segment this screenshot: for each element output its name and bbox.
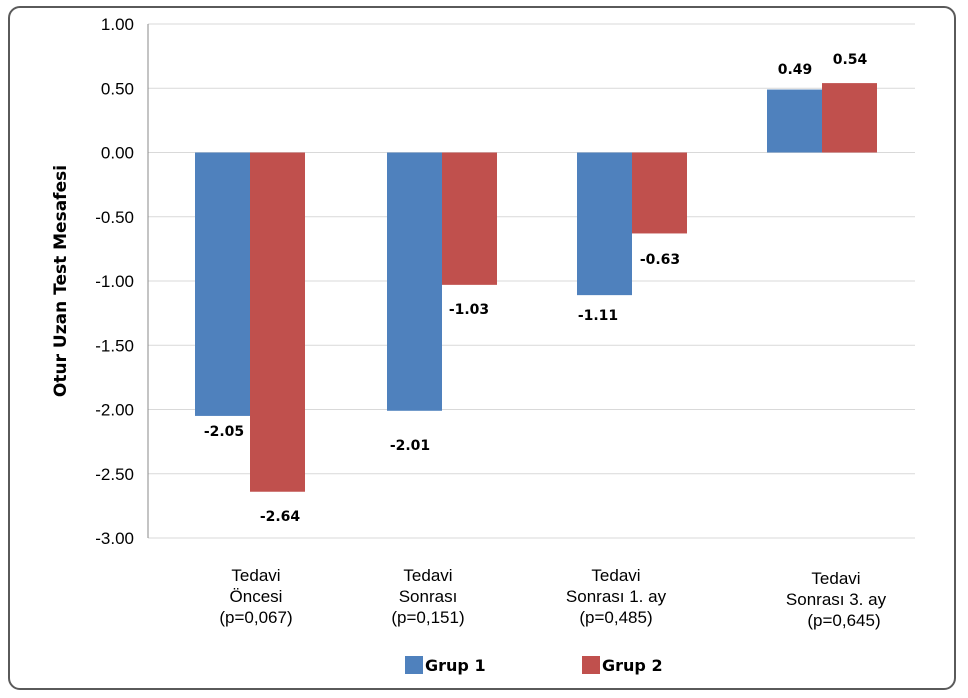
data-label: -1.11 (578, 308, 618, 324)
bar-1-2 (387, 152, 442, 411)
y-axis-label: Otur Uzan Test Mesafesi (51, 165, 71, 397)
bar-1-4 (767, 89, 822, 153)
category-label: Sonrası 1. ay (566, 587, 667, 606)
data-label: -0.63 (640, 252, 680, 268)
category-label: (p=0,645) (807, 611, 880, 630)
data-label: 0.54 (833, 52, 868, 68)
bar-2-4 (822, 83, 877, 153)
bar-2-2 (442, 152, 497, 285)
category-label: (p=0,485) (579, 608, 652, 627)
legend-label: Grup 2 (602, 656, 663, 675)
data-label: 0.49 (778, 62, 813, 78)
category-label: (p=0,151) (391, 608, 464, 627)
category-label: Tedavi (811, 569, 860, 588)
y-tick-label: -2.50 (95, 465, 134, 484)
category-label: Tedavi (231, 566, 280, 585)
data-label: -2.01 (390, 438, 430, 454)
data-label: -2.05 (204, 424, 244, 440)
category-label: Öncesi (230, 587, 283, 606)
legend-label: Grup 1 (425, 656, 486, 675)
y-tick-label: 1.00 (101, 15, 134, 34)
legend-swatch (582, 656, 600, 674)
category-label: Sonrası 3. ay (786, 590, 887, 609)
data-label: -1.03 (449, 302, 489, 318)
y-tick-label: -0.50 (95, 208, 134, 227)
bar-2-1 (250, 152, 305, 492)
y-tick-label: -2.00 (95, 401, 134, 420)
legend-swatch (405, 656, 423, 674)
category-label: (p=0,067) (219, 608, 292, 627)
data-label: -2.64 (260, 509, 301, 525)
y-tick-label: -1.00 (95, 272, 134, 291)
bar-1-1 (195, 152, 250, 416)
bar-1-3 (577, 152, 632, 296)
y-tick-label: 0.00 (101, 144, 134, 163)
category-label: Tedavi (403, 566, 452, 585)
y-tick-label: -1.50 (95, 336, 134, 355)
bar-2-3 (632, 152, 687, 234)
category-label: Sonrası (399, 587, 458, 606)
category-label: Tedavi (591, 566, 640, 585)
y-tick-label: -3.00 (95, 529, 134, 548)
y-tick-label: 0.50 (101, 79, 134, 98)
